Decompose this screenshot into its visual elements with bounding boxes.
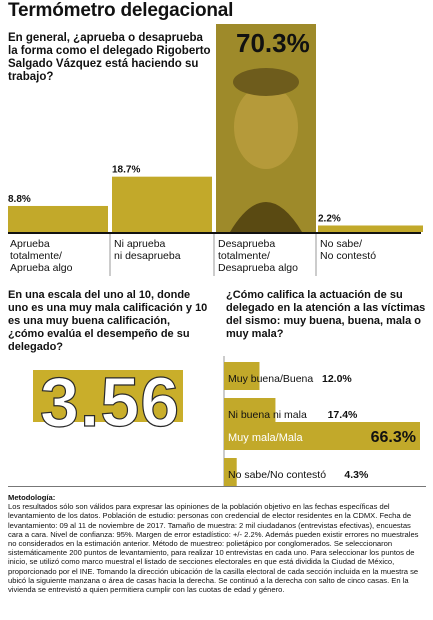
approval-category-3: No sabe/ No contestó — [320, 238, 377, 262]
approval-bar-chart: 8.8% 18.7% 2.2% 70.3% — [8, 24, 423, 276]
methodology: Metodología: Los resultados sólo son vál… — [8, 493, 426, 594]
earthquake-bar-3 — [224, 458, 237, 486]
methodology-title: Metodología: — [8, 493, 56, 502]
earthquake-bar-1 — [224, 398, 276, 426]
approval-bar-0 — [8, 205, 108, 232]
earthquake-category-1: Ni buena ni mala — [228, 409, 307, 421]
delegate-photo — [216, 24, 316, 232]
approval-value-label-2: 70.3% — [236, 28, 310, 58]
approval-category-1: Ni aprueba ni desaprueba — [114, 238, 181, 262]
approval-category-2: Desaprueba totalmente/ Desaprueba algo — [218, 238, 298, 274]
score-value: 3.56 — [39, 362, 181, 441]
score-background — [33, 370, 183, 422]
earthquake-value-label-0: 12.0% — [322, 373, 352, 385]
earthquake-category-2: Muy mala/Mala — [228, 432, 303, 444]
approval-value-label-0: 8.8% — [8, 194, 31, 205]
approval-category-0: Aprueba totalmente/ Aprueba algo — [10, 238, 73, 274]
question-score: En una escala del uno al 10, donde uno e… — [8, 289, 208, 353]
question-approval: En general, ¿aprueba o desaprueba la for… — [8, 32, 211, 83]
earthquake-value-label-3: 4.3% — [344, 469, 369, 481]
earthquake-value-label-1: 17.4% — [328, 409, 358, 421]
earthquake-category-3: No sabe/No contestó — [228, 469, 326, 481]
earthquake-category-0: Muy buena/Buena — [228, 373, 313, 385]
earthquake-value-label-2: 66.3% — [371, 429, 416, 446]
question-earthquake: ¿Cómo califica la actuación de su delega… — [226, 289, 426, 340]
approval-bar-3 — [318, 225, 423, 232]
methodology-divider — [8, 486, 426, 487]
baseline — [8, 232, 421, 234]
page-title: Termómetro delegacional — [8, 0, 234, 21]
approval-bar-1 — [112, 176, 212, 232]
approval-value-label-3: 2.2% — [318, 213, 341, 224]
approval-value-label-1: 18.7% — [112, 165, 140, 176]
earthquake-bar-0 — [224, 362, 260, 390]
earthquake-bar-2 — [224, 422, 420, 450]
methodology-text: Los resultados sólo son válidos para exp… — [8, 502, 419, 595]
